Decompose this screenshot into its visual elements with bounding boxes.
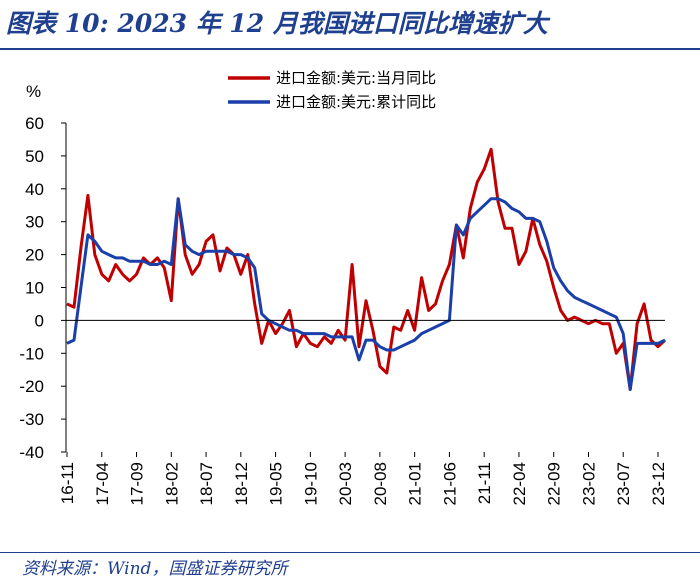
y-tick-label: -20 <box>19 377 44 396</box>
axes <box>65 123 665 452</box>
y-tick-label: 60 <box>25 114 44 133</box>
y-tick-label: 20 <box>25 246 44 265</box>
y-tick-label: 50 <box>25 147 44 166</box>
x-tick-label: 22-04 <box>510 462 529 505</box>
x-tick-label: 16-11 <box>58 462 77 504</box>
x-tick-label: 20-03 <box>336 462 355 505</box>
title-divider <box>0 48 700 50</box>
y-tick-label: 40 <box>25 180 44 199</box>
y-tick-label: -10 <box>19 344 44 363</box>
legend-label-monthly-yoy: 进口金额:美元:当月同比 <box>276 69 436 87</box>
x-tick-label: 23-07 <box>614 462 633 505</box>
x-tick-label: 23-12 <box>649 462 668 505</box>
x-tick-label: 21-01 <box>406 462 425 505</box>
y-tick-label: 10 <box>25 279 44 298</box>
source-note: 资料来源：Wind，国盛证券研究所 <box>22 559 288 579</box>
series-line-cumulative-yoy <box>66 197 666 391</box>
x-tick-label: 23-02 <box>579 462 598 505</box>
line-chart: 60 50 40 30 20 10 0 -10 -20 -30 -40% 16-11 17-04 17-… <box>19 69 668 505</box>
x-tick-label: 19-10 <box>301 462 320 505</box>
x-tick-label: 19-05 <box>267 462 286 505</box>
y-tick-label: 30 <box>25 213 44 232</box>
chart-title: 图表 10: 2023 年 12 月我国进口同比增速扩大 <box>6 9 548 38</box>
legend-label-cumulative-yoy: 进口金额:美元:累计同比 <box>276 93 436 111</box>
x-tick-label: 17-04 <box>93 462 112 505</box>
series-lines <box>66 147 667 391</box>
x-tick-label: 18-12 <box>232 462 251 505</box>
x-axis-ticks: 16-11 17-04 17-09 18-02 18-07 18-12 19-05 19-10… <box>58 452 668 505</box>
series-line-monthly-yoy <box>66 147 667 391</box>
y-tick-label: 0 <box>35 311 44 330</box>
x-tick-label: 21-11 <box>475 462 494 504</box>
x-tick-label: 22-09 <box>545 462 564 505</box>
x-tick-label: 21-06 <box>440 462 459 505</box>
x-tick-label: 18-02 <box>162 462 181 505</box>
y-tick-label: -40 <box>19 443 44 462</box>
source-divider <box>0 552 700 553</box>
x-tick-label: 18-07 <box>197 462 216 505</box>
x-tick-label: 17-09 <box>128 462 147 505</box>
y-axis-unit: % <box>26 82 41 101</box>
x-tick-label: 20-08 <box>371 462 390 505</box>
y-tick-label: -30 <box>19 410 44 429</box>
y-axis-ticks: 60 50 40 30 20 10 0 -10 -20 -30 -40% <box>19 82 66 462</box>
